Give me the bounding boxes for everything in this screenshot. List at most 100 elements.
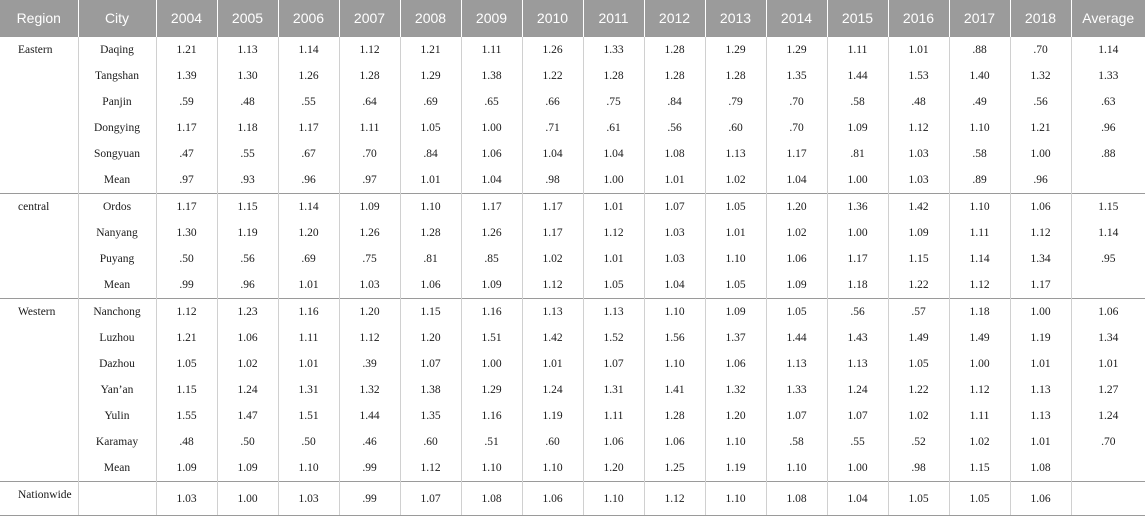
value-cell: 1.24 (521, 377, 583, 403)
value-cell: 1.09 (826, 115, 888, 141)
value-cell: .69 (277, 246, 339, 272)
city-cell (77, 481, 156, 516)
value-cell: 1.06 (643, 429, 705, 455)
value-cell: 1.47 (216, 403, 278, 429)
column-header-2005: 2005 (217, 0, 279, 37)
value-cell: 1.15 (155, 377, 217, 403)
value-cell: 1.09 (704, 298, 766, 325)
table-row: Karamay .48.50.50.46.60.51.60 1.06 1.06 1.10… (0, 429, 1145, 455)
value-cell: 1.23 (216, 298, 278, 325)
table-row: Luzhou 1.21 1.06 1.11 1.12 1.20 1.51 1.42 1.52 1.… (0, 325, 1145, 351)
value-cell: 1.01 (399, 167, 461, 194)
value-cell: 1.20 (338, 298, 400, 325)
value-cell: 1.51 (277, 403, 339, 429)
value-cell: .51 (460, 429, 522, 455)
value-cell: .93 (216, 167, 278, 194)
value-cell: 1.20 (582, 455, 644, 482)
value-cell: 1.02 (704, 167, 766, 194)
value-cell: 1.07 (826, 403, 888, 429)
value-cell: 1.06 (1009, 193, 1071, 220)
table-row: Eastern Daqing 1.21 1.13 1.14 1.12 1.21 1.11 1.2… (0, 36, 1145, 194)
value-cell: 1.06 (582, 429, 644, 455)
value-cell: 1.32 (704, 377, 766, 403)
average-cell (1070, 455, 1145, 482)
value-cell: 1.05 (155, 351, 217, 377)
value-cell: 1.00 (826, 167, 888, 194)
column-header-2006: 2006 (278, 0, 340, 37)
value-cell: .52 (887, 429, 949, 455)
value-cell: 1.16 (277, 298, 339, 325)
value-cell: 1.01 (277, 351, 339, 377)
value-cell: 1.17 (155, 115, 217, 141)
value-cell: 1.53 (887, 63, 949, 89)
value-cell: 1.09 (460, 272, 522, 299)
average-cell: 1.01 (1070, 351, 1145, 377)
value-cell: 1.38 (460, 63, 522, 89)
average-cell: 1.34 (1070, 325, 1145, 351)
average-cell: 1.06 (1070, 298, 1145, 325)
value-cell: 1.11 (277, 325, 339, 351)
value-cell: 1.35 (399, 403, 461, 429)
value-cell: 1.30 (155, 220, 217, 246)
value-cell: 1.01 (582, 193, 644, 220)
value-cell: 1.08 (1009, 455, 1071, 482)
value-cell: .70 (1009, 36, 1071, 63)
value-cell: .59 (155, 89, 217, 115)
value-cell: .75 (582, 89, 644, 115)
average-cell: .70 (1070, 429, 1145, 455)
value-cell: 1.10 (948, 115, 1010, 141)
value-cell: 1.04 (643, 272, 705, 299)
value-cell: .50 (155, 246, 217, 272)
value-cell: 1.06 (216, 325, 278, 351)
value-cell: .60 (521, 429, 583, 455)
value-cell: .64 (338, 89, 400, 115)
value-cell: 1.20 (399, 325, 461, 351)
value-cell: 1.01 (887, 36, 949, 63)
value-cell: 1.01 (1009, 351, 1071, 377)
value-cell: 1.16 (460, 403, 522, 429)
value-cell: 1.12 (521, 272, 583, 299)
table-row: Tangshan 1.39 1.30 1.26 1.28 1.29 1.38 1.22 1.28… (0, 63, 1145, 89)
table-row: Dazhou 1.05 1.02 1.01.39 1.07 1.00 1.01 1.07 1.1… (0, 351, 1145, 377)
value-cell: 1.28 (643, 403, 705, 429)
value-cell: 1.42 (887, 193, 949, 220)
value-cell: 1.06 (460, 141, 522, 167)
value-cell: 1.35 (765, 63, 827, 89)
value-cell: .56 (826, 298, 888, 325)
value-cell: 1.04 (521, 141, 583, 167)
value-cell: 1.18 (216, 115, 278, 141)
value-cell: .98 (521, 167, 583, 194)
value-cell: .56 (643, 115, 705, 141)
value-cell: 1.01 (582, 246, 644, 272)
value-cell: .50 (216, 429, 278, 455)
value-cell: .55 (826, 429, 888, 455)
value-cell: 1.20 (765, 193, 827, 220)
value-cell: 1.17 (765, 141, 827, 167)
value-cell: .71 (521, 115, 583, 141)
value-cell: .99 (338, 455, 400, 482)
value-cell: 1.10 (704, 481, 766, 516)
value-cell: 1.32 (1009, 63, 1071, 89)
value-cell: 1.17 (460, 193, 522, 220)
value-cell: .58 (765, 429, 827, 455)
table-row: Dongying 1.17 1.18 1.17 1.11 1.05 1.00.71.61.5… (0, 115, 1145, 141)
city-cell: Ordos (77, 193, 156, 220)
value-cell: .69 (399, 89, 461, 115)
value-cell: 1.02 (948, 429, 1010, 455)
city-cell: Mean (77, 167, 156, 194)
column-header-region: Region (0, 0, 79, 37)
value-cell: .70 (765, 115, 827, 141)
city-cell: Mean (77, 455, 156, 482)
city-cell: Nanyang (77, 220, 156, 246)
value-cell: .67 (277, 141, 339, 167)
table-row: Nationwide 1.03 1.00 1.03.99 1.07 1.08 1.06 1.1… (0, 481, 1145, 516)
value-cell: 1.32 (338, 377, 400, 403)
value-cell: 1.29 (704, 36, 766, 63)
value-cell: 1.13 (1009, 403, 1071, 429)
value-cell: 1.07 (582, 351, 644, 377)
value-cell: 1.06 (399, 272, 461, 299)
value-cell: 1.18 (948, 298, 1010, 325)
city-cell: Tangshan (77, 63, 156, 89)
value-cell: 1.03 (887, 141, 949, 167)
value-cell: 1.10 (643, 351, 705, 377)
